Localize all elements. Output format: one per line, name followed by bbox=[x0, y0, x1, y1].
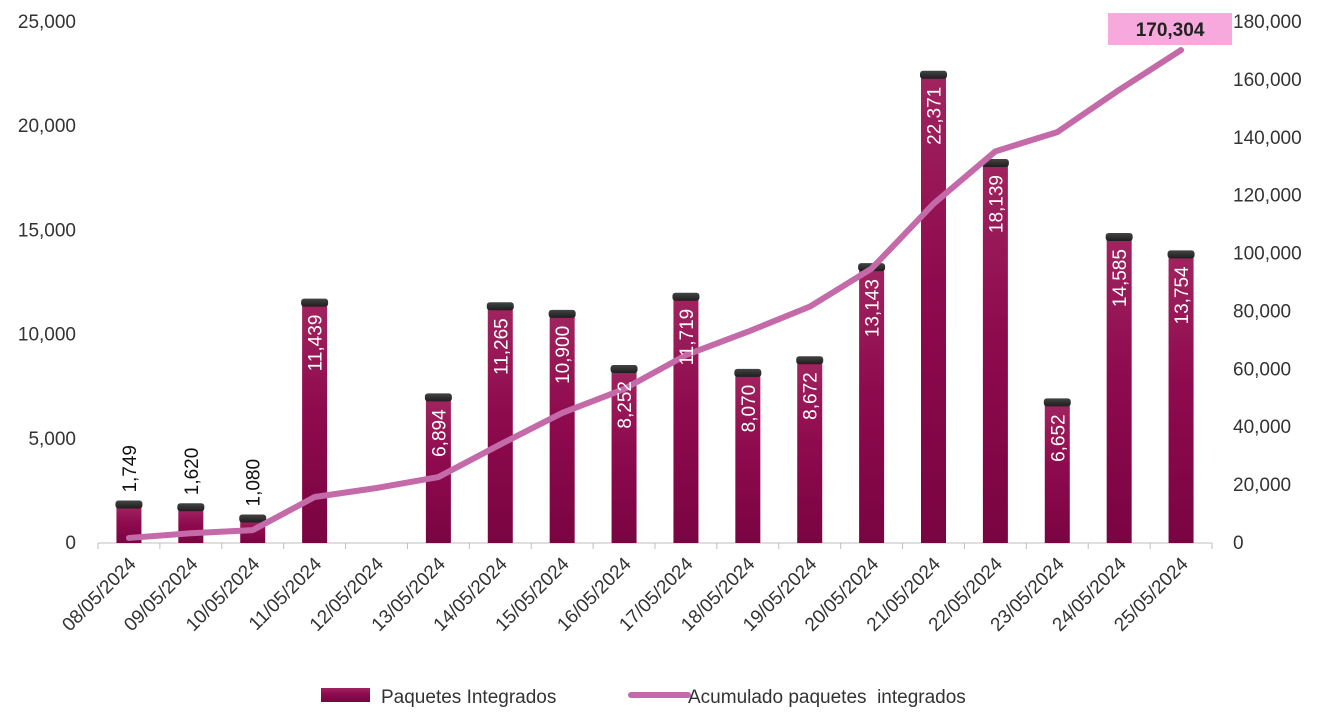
bar-data-label: 1,620 bbox=[182, 448, 203, 496]
y-right-tick-label: 140,000 bbox=[1233, 128, 1302, 149]
bar-data-label: 11,439 bbox=[306, 315, 327, 372]
y-right-tick-label: 20,000 bbox=[1233, 475, 1291, 496]
y-left-tick-label: 25,000 bbox=[18, 12, 76, 33]
bar bbox=[982, 164, 1008, 543]
bar-data-label: 18,139 bbox=[986, 175, 1007, 233]
bar-cap bbox=[610, 365, 638, 374]
y-left-tick-label: 0 bbox=[65, 533, 76, 554]
legend: Paquetes Integrados Acumulado paquetes in… bbox=[321, 687, 966, 708]
bar bbox=[1168, 256, 1194, 543]
bar-data-label: 11,719 bbox=[677, 309, 698, 366]
legend-swatch-bars bbox=[321, 688, 370, 702]
y-right-tick-label: 100,000 bbox=[1233, 244, 1302, 265]
bar bbox=[797, 362, 823, 543]
bar-data-label: 14,585 bbox=[1110, 249, 1131, 307]
bar bbox=[1106, 239, 1132, 544]
callout-box bbox=[1108, 13, 1233, 46]
bar-data-label: 1,749 bbox=[120, 445, 141, 493]
bar bbox=[859, 269, 885, 543]
y-right-tick-label: 0 bbox=[1233, 533, 1244, 554]
legend-label-bars: Paquetes Integrados bbox=[381, 687, 556, 708]
y-left-tick-label: 20,000 bbox=[18, 116, 76, 137]
bar-data-label: 6,894 bbox=[429, 409, 450, 457]
bar-cap bbox=[796, 356, 824, 365]
bar-cap bbox=[115, 500, 143, 509]
bar bbox=[673, 298, 699, 543]
y-right-tick-label: 40,000 bbox=[1233, 417, 1291, 438]
bar-data-label: 22,371 bbox=[925, 87, 946, 145]
y-left-tick-label: 10,000 bbox=[18, 325, 76, 346]
bar-cap bbox=[920, 70, 947, 79]
callout: 170,304 bbox=[1108, 13, 1233, 46]
bar-data-label: 1,080 bbox=[244, 459, 265, 507]
cumulative-line bbox=[125, 47, 1185, 541]
bar bbox=[178, 509, 204, 543]
bar-cap bbox=[177, 503, 205, 512]
bar-cap bbox=[301, 298, 329, 307]
y-right-tick-label: 160,000 bbox=[1233, 70, 1302, 91]
cumulative-line-path bbox=[125, 47, 1185, 541]
bar-data-label: 6,652 bbox=[1048, 414, 1069, 462]
bars bbox=[115, 70, 1195, 544]
bar-cap bbox=[1167, 250, 1195, 259]
bar bbox=[487, 308, 513, 543]
bar bbox=[611, 371, 637, 543]
bar-cap bbox=[734, 368, 762, 377]
bar-cap bbox=[548, 309, 576, 318]
bar-data-label: 13,143 bbox=[863, 279, 884, 337]
bar-data-label: 8,252 bbox=[615, 381, 636, 429]
bar bbox=[1044, 404, 1070, 543]
callout-label: 170,304 bbox=[1136, 20, 1205, 41]
bar bbox=[735, 374, 761, 543]
y-right-tick-label: 180,000 bbox=[1233, 12, 1302, 33]
bar-cap bbox=[486, 302, 514, 311]
bar-data-label: 8,070 bbox=[739, 385, 760, 433]
bar-cap bbox=[1105, 233, 1133, 242]
y-right-tick-label: 120,000 bbox=[1233, 186, 1302, 207]
y-right-tick-label: 80,000 bbox=[1233, 301, 1291, 322]
bar-data-label: 10,900 bbox=[553, 326, 574, 384]
bar-data-label: 11,265 bbox=[491, 318, 512, 375]
bar bbox=[921, 76, 946, 543]
bar-data-label: 8,672 bbox=[801, 372, 822, 420]
bar bbox=[549, 315, 575, 543]
data-labels: 1,749 1,620 1,080 11,439 6,894 11,265 10,900 8,… bbox=[120, 87, 1193, 507]
bar-data-label: 13,754 bbox=[1172, 266, 1193, 325]
bar-cap bbox=[424, 393, 452, 402]
y-right-tick-label: 60,000 bbox=[1233, 359, 1291, 380]
bar-cap bbox=[672, 292, 700, 301]
bar-cap bbox=[1043, 398, 1071, 407]
legend-label-line: Acumulado paquetes integrados bbox=[688, 687, 966, 708]
y-left-tick-label: 5,000 bbox=[28, 429, 76, 450]
y-left-tick-label: 15,000 bbox=[18, 220, 76, 241]
bar-cap bbox=[239, 514, 267, 523]
